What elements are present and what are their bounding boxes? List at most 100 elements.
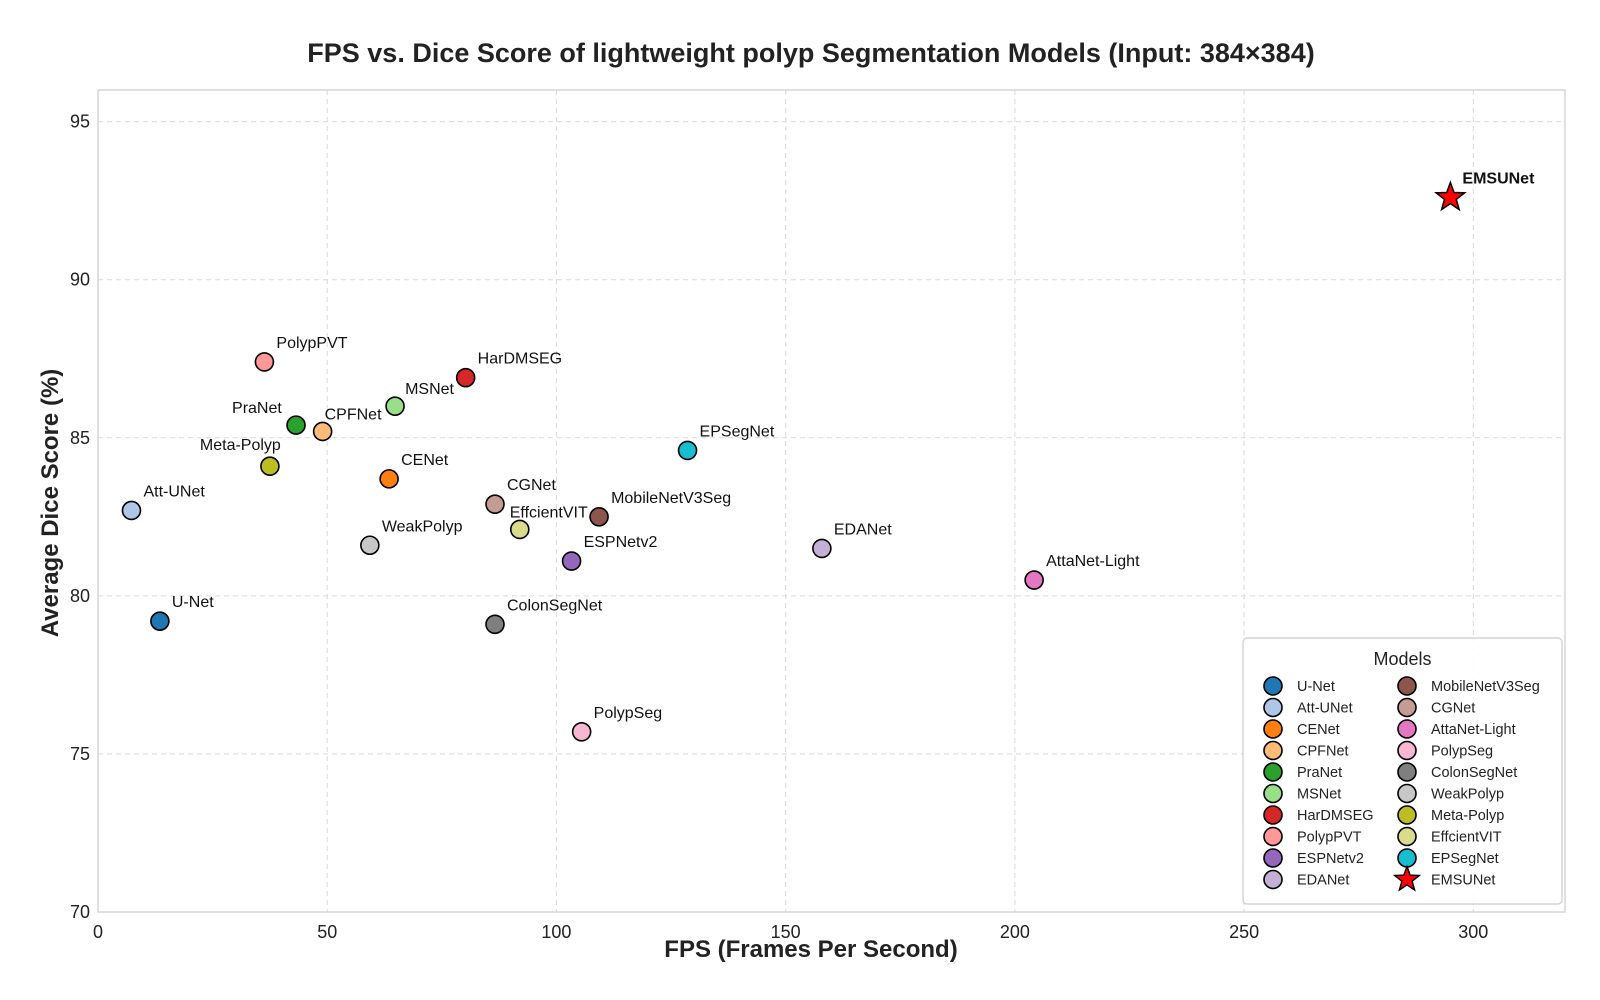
legend-marker-hardmseg xyxy=(1263,805,1283,825)
legend: Models U-Net Att-UNet CENet CPFNet PraNet MSNe… xyxy=(1242,637,1563,905)
legend-marker-attanet-light xyxy=(1397,719,1417,739)
legend-label-pranet: PraNet xyxy=(1297,765,1342,781)
legend-marker-effcientvit xyxy=(1397,826,1417,847)
label-cpfnet: CPFNet xyxy=(325,406,382,423)
legend-marker-cpfnet xyxy=(1263,740,1283,761)
y-tick-label: 95 xyxy=(70,112,90,132)
legend-marker-weakpolyp xyxy=(1397,783,1417,804)
legend-marker-u-net xyxy=(1263,676,1283,696)
legend-marker-pranet xyxy=(1263,762,1283,782)
y-tick-label: 85 xyxy=(70,428,90,448)
legend-label-cenet: CENet xyxy=(1297,722,1340,738)
label-mobilenetv3seg: MobileNetV3Seg xyxy=(611,490,731,507)
data-points xyxy=(121,180,1467,742)
legend-marker-att-unet xyxy=(1263,697,1283,718)
legend-label-attanet-light: AttaNet-Light xyxy=(1431,722,1516,738)
legend-label-polypseg: PolypSeg xyxy=(1431,744,1493,760)
legend-label-espnetv2: ESPNetv2 xyxy=(1297,851,1364,867)
point-u-net xyxy=(150,611,170,631)
label-msnet: MSNet xyxy=(405,381,454,398)
plot-area-frame xyxy=(97,89,1566,913)
legend-label-epsegnet: EPSegNet xyxy=(1431,851,1499,867)
label-edanet: EDANet xyxy=(834,521,892,538)
legend-label-effcientvit: EffcientVIT xyxy=(1431,830,1502,846)
point-labels: U-Net Att-UNet CENet CPFNet PraNet MSNet HarDM… xyxy=(143,170,1535,721)
legend-label-att-unet: Att-UNet xyxy=(1297,701,1353,717)
x-tick-label: 150 xyxy=(771,922,801,942)
point-polypseg xyxy=(571,721,592,742)
legend-marker-edanet xyxy=(1263,869,1283,890)
legend-marker-polypseg xyxy=(1397,740,1417,761)
label-attanet-light: AttaNet-Light xyxy=(1046,553,1140,570)
point-msnet xyxy=(385,396,405,416)
label-epsegnet: EPSegNet xyxy=(700,423,775,440)
y-axis-label: Average Dice Score (%) xyxy=(37,369,64,638)
legend-marker-meta-polyp xyxy=(1397,805,1417,825)
label-hardmseg: HarDMSEG xyxy=(478,351,562,368)
label-colonsegnet: ColonSegNet xyxy=(507,597,603,614)
x-tick-label: 0 xyxy=(93,922,103,942)
legend-marker-mobilenetv3seg xyxy=(1397,676,1417,696)
point-meta-polyp xyxy=(260,456,280,477)
label-u-net: U-Net xyxy=(172,594,214,611)
label-att-unet: Att-UNet xyxy=(143,483,205,500)
y-tick-label: 80 xyxy=(70,586,90,606)
point-hardmseg xyxy=(455,367,476,388)
legend-label-u-net: U-Net xyxy=(1297,679,1335,695)
legend-label-emsunet: EMSUNet xyxy=(1431,873,1495,889)
point-pranet xyxy=(286,415,306,435)
point-att-unet xyxy=(121,500,142,521)
label-meta-polyp: Meta-Polyp xyxy=(200,437,281,454)
point-emsunet xyxy=(1434,180,1467,212)
point-weakpolyp xyxy=(360,535,380,556)
legend-marker-espnetv2 xyxy=(1263,848,1283,868)
x-tick-label: 200 xyxy=(1000,922,1030,942)
x-tick-label: 50 xyxy=(317,922,337,942)
point-edanet xyxy=(812,538,832,559)
x-tick-label: 300 xyxy=(1458,922,1488,942)
point-espnetv2 xyxy=(561,551,582,571)
x-axis-label: FPS (Frames Per Second) xyxy=(664,936,957,963)
chart-title: FPS vs. Dice Score of lightweight polyp … xyxy=(307,38,1314,68)
legend-label-colonsegnet: ColonSegNet xyxy=(1431,765,1517,781)
legend-marker-epsegnet xyxy=(1397,848,1417,868)
legend-label-hardmseg: HarDMSEG xyxy=(1297,808,1374,824)
label-effcientvit: EffcientVIT xyxy=(510,504,588,521)
label-pranet: PraNet xyxy=(232,400,282,417)
legend-label-meta-polyp: Meta-Polyp xyxy=(1431,808,1504,824)
legend-label-cpfnet: CPFNet xyxy=(1297,744,1349,760)
x-tick-label: 100 xyxy=(541,922,571,942)
point-polyppvt xyxy=(254,352,275,372)
legend-title: Models xyxy=(1373,649,1431,669)
label-emsunet: EMSUNet xyxy=(1462,170,1535,187)
x-tick-label: 250 xyxy=(1229,922,1259,942)
y-tick-label: 70 xyxy=(70,902,90,922)
legend-label-weakpolyp: WeakPolyp xyxy=(1431,787,1504,803)
label-polypseg: PolypSeg xyxy=(594,705,663,722)
label-espnetv2: ESPNetv2 xyxy=(584,534,658,551)
label-cgnet: CGNet xyxy=(507,477,556,494)
point-cpfnet xyxy=(312,421,333,442)
legend-label-cgnet: CGNet xyxy=(1431,701,1475,717)
point-mobilenetv3seg xyxy=(589,507,609,527)
point-cgnet xyxy=(485,494,505,514)
legend-marker-emsunet xyxy=(1392,864,1422,892)
legend-marker-cgnet xyxy=(1397,697,1417,718)
y-tick-label: 90 xyxy=(70,270,90,290)
point-effcientvit xyxy=(509,519,530,540)
legend-label-mobilenetv3seg: MobileNetV3Seg xyxy=(1431,679,1540,695)
point-epsegnet xyxy=(677,440,698,461)
point-colonsegnet xyxy=(485,614,505,635)
y-tick-label: 75 xyxy=(70,744,90,764)
label-cenet: CENet xyxy=(401,452,449,469)
axis-ticks: 0 50 100 150 200 250 300 70 75 80 85 90 95 xyxy=(70,112,1488,942)
legend-marker-polyppvt xyxy=(1263,826,1283,847)
legend-label-polyppvt: PolypPVT xyxy=(1297,830,1362,846)
legend-marker-colonsegnet xyxy=(1397,762,1417,782)
point-cenet xyxy=(379,469,399,489)
legend-label-edanet: EDANet xyxy=(1297,873,1349,889)
legend-marker-msnet xyxy=(1263,783,1283,804)
legend-marker-cenet xyxy=(1263,719,1283,739)
